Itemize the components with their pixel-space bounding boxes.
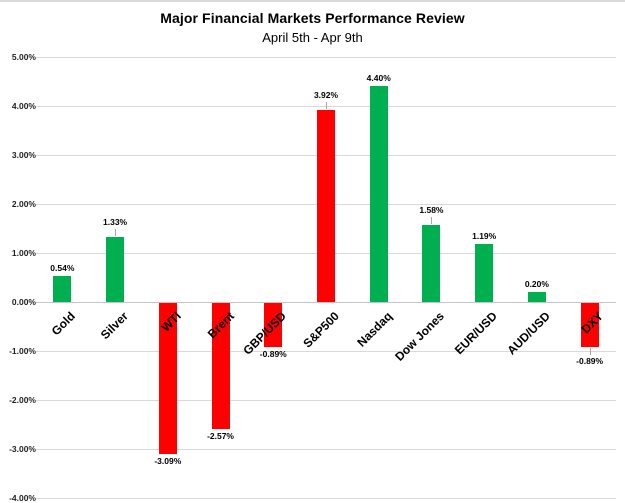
data-label-leader-line: [326, 101, 327, 109]
bar-value-label: 1.58%: [419, 204, 444, 215]
bar-value-label: 4.40%: [366, 73, 391, 84]
chart-subtitle: April 5th - Apr 9th: [262, 30, 363, 45]
y-axis-tick-label: 0.00%: [11, 297, 36, 307]
bar-gbp-usd: [264, 303, 283, 347]
y-axis-tick-label: -3.00%: [9, 444, 36, 454]
y-axis-tick-label: 2.00%: [11, 199, 36, 209]
bar-value-label: 3.92%: [313, 89, 339, 100]
gridline: [36, 449, 616, 450]
y-axis-tick-label: -1.00%: [9, 346, 36, 356]
bar-dxy: [580, 303, 599, 347]
y-axis-tick-label: -4.00%: [9, 493, 36, 503]
gridline: [36, 400, 616, 401]
bar-value-label: 0.20%: [524, 279, 549, 290]
bar-gold: [53, 275, 72, 302]
bar-dow-jones: [422, 224, 441, 302]
bar-value-label: -0.89%: [576, 355, 604, 366]
category-label: EUR/USD: [451, 309, 501, 358]
bar-s-p500: [317, 109, 335, 302]
chart-title: Major Financial Markets Performance Revi…: [160, 10, 465, 26]
category-label: Dow Jones: [392, 309, 448, 364]
bar-aud-usd: [527, 292, 546, 302]
bar-nasdaq: [369, 86, 388, 302]
category-label: GBP/USD: [240, 309, 290, 358]
bar-value-label: -2.57%: [207, 430, 234, 441]
data-label-leader-line: [431, 216, 433, 224]
bar-eur-usd: [475, 243, 494, 302]
gridline: [36, 351, 616, 352]
bar-silver: [106, 236, 125, 302]
data-label-leader-line: [589, 347, 591, 355]
bar-value-label: -3.09%: [154, 456, 182, 467]
gridline: [36, 57, 616, 58]
y-axis-tick-label: 5.00%: [11, 52, 36, 62]
bar-wti: [158, 303, 177, 455]
category-label: S&P500: [300, 309, 342, 351]
category-label: Silver: [97, 309, 131, 343]
category-label: AUD/USD: [504, 309, 553, 358]
bar-value-label: 0.54%: [50, 262, 75, 273]
bar-value-label: -0.89%: [259, 348, 287, 359]
category-label: Nasdaq: [354, 309, 395, 350]
y-axis-tick-label: 4.00%: [11, 101, 36, 111]
y-axis-tick-label: -2.00%: [9, 395, 36, 405]
bar-value-label: 1.19%: [472, 230, 497, 241]
y-axis-tick-label: 3.00%: [11, 150, 36, 160]
data-label-leader-line: [115, 228, 117, 236]
y-axis-tick-label: 1.00%: [11, 248, 36, 258]
bar-value-label: 1.33%: [103, 216, 128, 227]
bar-brent: [211, 303, 230, 429]
gridline: [36, 498, 616, 499]
zero-axis-line: [36, 302, 616, 303]
